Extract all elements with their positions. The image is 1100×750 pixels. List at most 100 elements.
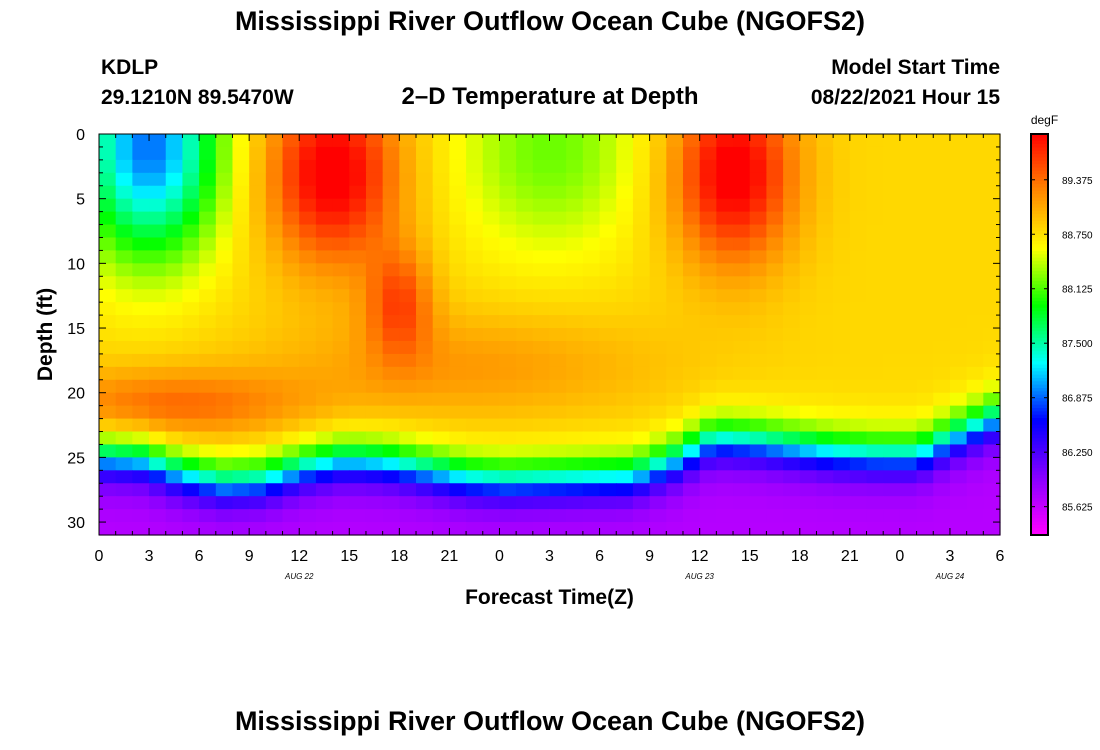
colorbar-segment — [1031, 521, 1048, 526]
heatmap-cell — [582, 418, 601, 433]
heatmap-cell — [516, 302, 534, 316]
heatmap-cell — [232, 159, 250, 174]
heatmap-cell — [466, 496, 484, 510]
heatmap-cell — [149, 457, 167, 471]
heatmap-cell — [682, 134, 701, 148]
heatmap-cell — [115, 522, 133, 536]
heatmap-cell — [99, 366, 117, 381]
heatmap-cell — [299, 418, 317, 433]
heatmap-cell — [382, 457, 400, 471]
heatmap-cell — [416, 276, 434, 290]
heatmap-cell — [149, 379, 167, 394]
heatmap-cell — [866, 509, 884, 523]
heatmap-cell — [549, 224, 567, 239]
heatmap-cell — [632, 250, 651, 264]
heatmap-cell — [816, 470, 834, 484]
colorbar-segment — [1031, 260, 1048, 265]
heatmap-cell — [749, 483, 768, 497]
heatmap-cell — [849, 276, 868, 290]
heatmap-cell — [282, 470, 300, 484]
heatmap-cell — [599, 302, 617, 316]
heatmap-cell — [649, 496, 667, 510]
heatmap-cell — [215, 444, 234, 458]
y-tick-label: 30 — [67, 515, 85, 532]
colorbar-frame — [1030, 133, 1049, 536]
colorbar-segment — [1031, 484, 1048, 489]
heatmap-cell — [816, 457, 834, 471]
heatmap-cell — [649, 172, 667, 187]
heatmap-cell — [682, 159, 701, 174]
heatmap-cell — [883, 444, 901, 458]
heatmap-cell — [749, 211, 768, 226]
heatmap-cell — [849, 418, 868, 433]
heatmap-cell — [733, 185, 751, 200]
heatmap-cell — [966, 353, 984, 368]
heatmap-cell — [132, 457, 150, 471]
heatmap-cell — [432, 237, 450, 252]
heatmap-cell — [149, 172, 167, 187]
heatmap-cell — [733, 405, 751, 420]
heatmap-cell — [766, 431, 784, 446]
heatmap-cell — [983, 509, 1001, 523]
heatmap-cell — [416, 315, 434, 329]
heatmap-cell — [833, 405, 851, 420]
heatmap-cell — [432, 379, 450, 394]
heatmap-cell — [733, 418, 751, 433]
colorbar-segment — [1031, 307, 1048, 312]
heatmap-cell — [416, 509, 434, 523]
heatmap-cell — [566, 172, 584, 187]
heatmap-cell — [866, 483, 884, 497]
heatmap-cell — [165, 134, 184, 148]
heatmap-cell — [149, 483, 167, 497]
heatmap-cell — [699, 302, 717, 316]
heatmap-cell — [332, 444, 350, 458]
heatmap-cell — [449, 509, 467, 523]
heatmap-cell — [699, 392, 717, 407]
heatmap-cell — [682, 276, 701, 290]
heatmap-cell — [165, 418, 184, 433]
heatmap-cell — [866, 250, 884, 264]
heatmap-cell — [616, 405, 634, 420]
heatmap-cell — [182, 366, 200, 381]
heatmap-cell — [265, 431, 284, 446]
heatmap-cell — [299, 159, 317, 174]
heatmap-cell — [966, 457, 984, 471]
heatmap-cell — [365, 134, 384, 148]
heatmap-cell — [149, 263, 167, 277]
heatmap-cell — [949, 250, 968, 264]
heatmap-cell — [282, 509, 300, 523]
colorbar: 85.62586.25086.87587.50088.12588.75089.3… — [1030, 133, 1093, 536]
heatmap-cell — [232, 444, 250, 458]
colorbar-segment — [1031, 504, 1048, 509]
heatmap-cell — [983, 263, 1001, 277]
heatmap-cell — [332, 392, 350, 407]
heatmap-cell — [549, 134, 567, 148]
heatmap-cell — [399, 159, 417, 174]
heatmap-cell — [716, 146, 734, 161]
colorbar-segment — [1031, 287, 1048, 292]
heatmap-cell — [783, 379, 801, 394]
heatmap-cell — [833, 418, 851, 433]
heatmap-cell — [265, 328, 284, 342]
heatmap-cell — [132, 315, 150, 329]
heatmap-cell — [899, 159, 918, 174]
heatmap-cell — [916, 198, 934, 213]
heatmap-cell — [666, 340, 684, 355]
heatmap-cell — [282, 328, 300, 342]
heatmap-cell — [315, 470, 334, 484]
heatmap-cell — [382, 470, 400, 484]
heatmap-cell — [733, 509, 751, 523]
heatmap-cell — [232, 250, 250, 264]
heatmap-cell — [232, 172, 250, 187]
heatmap-cell — [966, 392, 984, 407]
heatmap-cell — [315, 405, 334, 420]
heatmap-cell — [516, 470, 534, 484]
heatmap-cell — [449, 198, 467, 213]
heatmap-cell — [666, 444, 684, 458]
heatmap-cell — [299, 405, 317, 420]
heatmap-cell — [849, 289, 868, 303]
heatmap-cell — [516, 444, 534, 458]
colorbar-segment — [1031, 267, 1048, 272]
heatmap-cell — [749, 289, 768, 303]
heatmap-cell — [165, 444, 184, 458]
